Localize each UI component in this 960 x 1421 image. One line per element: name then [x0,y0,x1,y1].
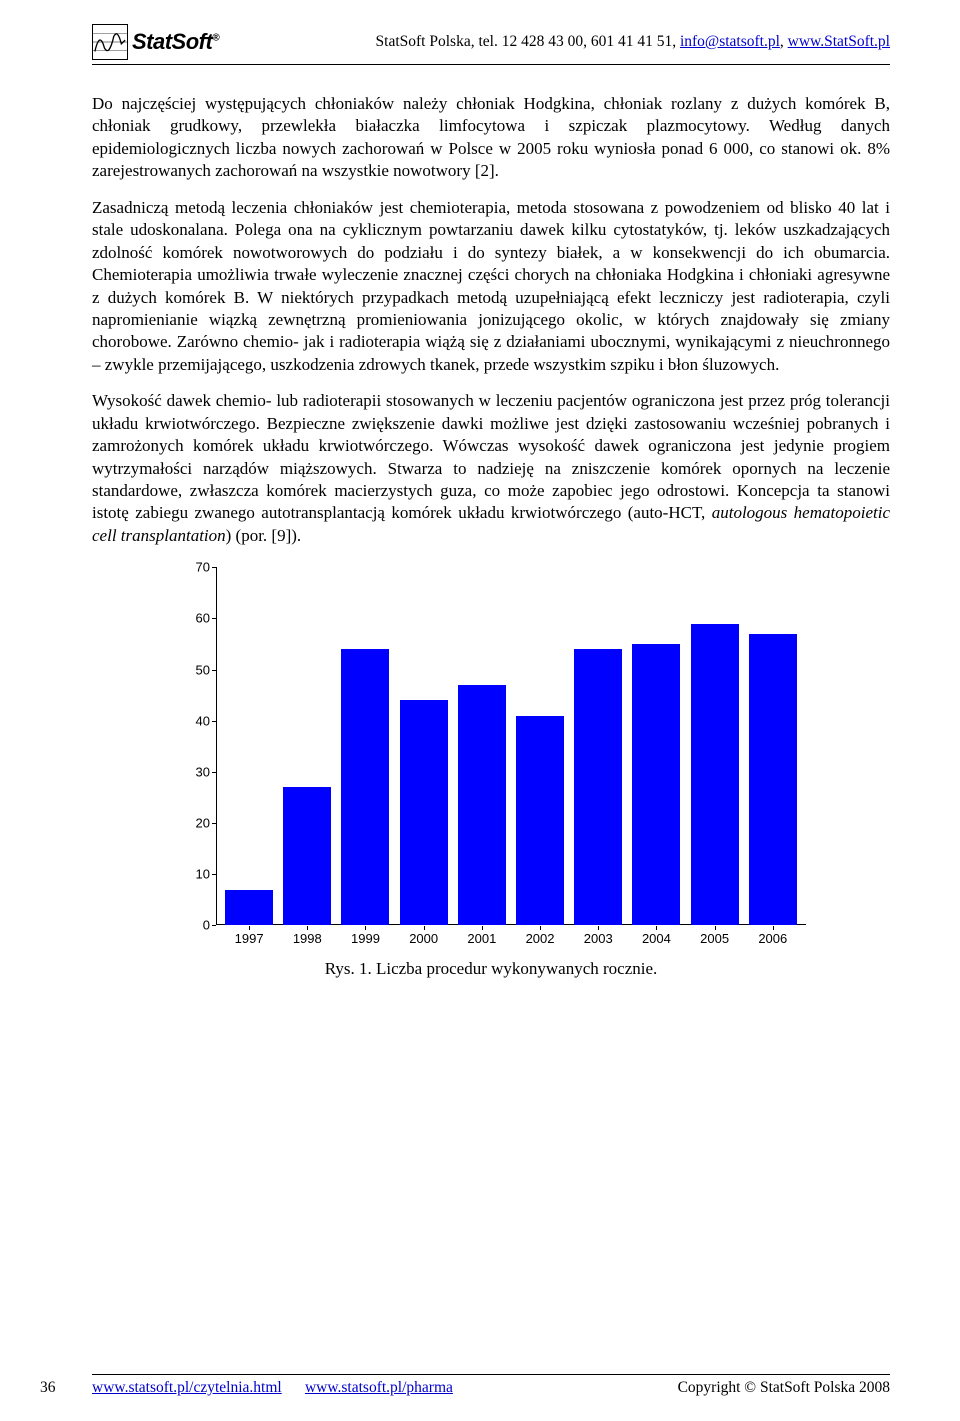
chart-caption: Rys. 1. Liczba procedur wykonywanych roc… [176,959,806,979]
y-axis: 010203040506070 [176,567,216,925]
bar [632,644,680,925]
y-tick-label: 20 [196,816,210,831]
statsoft-logo-icon [92,24,128,60]
bar [516,716,564,926]
logo-text: StatSoft® [132,29,219,55]
bar [458,685,506,925]
page-footer: www.statsoft.pl/czytelnia.html www.stats… [92,1374,890,1397]
y-tick-label: 50 [196,662,210,677]
header-site-link[interactable]: www.StatSoft.pl [788,33,890,50]
footer-link-2[interactable]: www.statsoft.pl/pharma [305,1379,453,1396]
footer-link-1[interactable]: www.statsoft.pl/czytelnia.html [92,1379,282,1396]
page-header: StatSoft® StatSoft Polska, tel. 12 428 4… [92,24,890,65]
bar-chart: 010203040506070 199719981999200020012002… [176,567,806,979]
header-contact: StatSoft Polska, tel. 12 428 43 00, 601 … [233,33,890,51]
footer-copyright: Copyright © StatSoft Polska 2008 [678,1379,890,1397]
header-email-link[interactable]: info@statsoft.pl [680,33,780,50]
y-tick-label: 30 [196,764,210,779]
bar [400,700,448,925]
y-tick-label: 40 [196,713,210,728]
logo: StatSoft® [92,24,219,60]
paragraph-3: Wysokość dawek chemio- lub radioterapii … [92,390,890,547]
bar [283,787,331,925]
paragraph-1: Do najczęściej występujących chłoniaków … [92,93,890,183]
bar [341,649,389,925]
bar [574,649,622,925]
y-tick-label: 70 [196,560,210,575]
bar [691,624,739,926]
y-tick-label: 60 [196,611,210,626]
paragraph-2: Zasadniczą metodą leczenia chłoniaków je… [92,197,890,377]
x-axis: 1997199819992000200120022003200420052006 [216,927,806,947]
y-tick-label: 0 [203,918,210,933]
bar [225,890,273,926]
plot-area [216,567,806,925]
y-tick-label: 10 [196,867,210,882]
bar [749,634,797,926]
page-number: 36 [40,1379,56,1397]
